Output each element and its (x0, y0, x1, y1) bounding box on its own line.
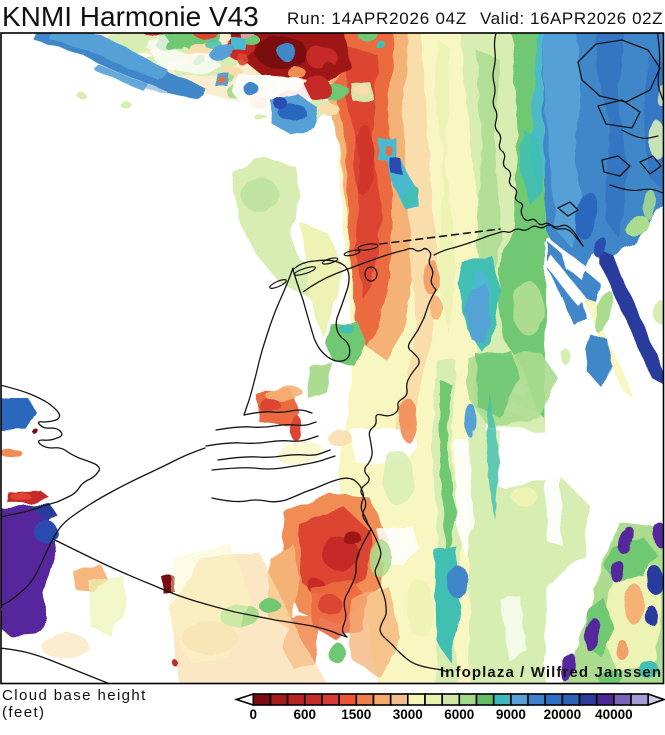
svg-text:Infoplaza / Wilfred Janssen: Infoplaza / Wilfred Janssen (440, 664, 662, 681)
svg-text:Valid: 16APR2026 02Z: Valid: 16APR2026 02Z (480, 9, 663, 28)
svg-text:KNMI Harmonie V43: KNMI Harmonie V43 (2, 1, 259, 32)
svg-text:Cloud base height: Cloud base height (2, 687, 147, 704)
svg-text:20000: 20000 (544, 707, 582, 722)
svg-text:1500: 1500 (341, 707, 371, 722)
svg-text:3000: 3000 (393, 707, 423, 722)
svg-text:(feet): (feet) (2, 704, 45, 721)
svg-text:9000: 9000 (496, 707, 526, 722)
svg-text:0: 0 (250, 707, 258, 722)
svg-text:Run: 14APR2026 04Z: Run: 14APR2026 04Z (287, 9, 467, 28)
svg-text:600: 600 (294, 707, 317, 722)
svg-text:40000: 40000 (595, 707, 633, 722)
svg-text:6000: 6000 (444, 707, 474, 722)
